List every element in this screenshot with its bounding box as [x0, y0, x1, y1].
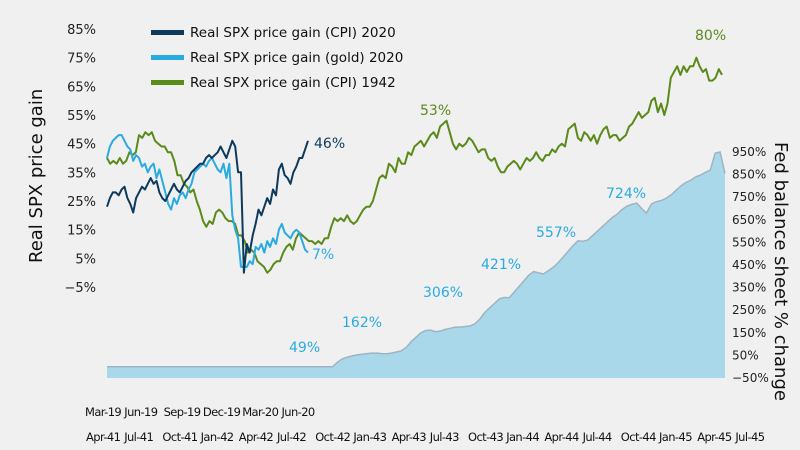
- x-axis-2020-ticks: Mar-19 Jun-19 Sep-19 Dec-19 Mar-20 Jun-20: [85, 405, 316, 419]
- fed-area-outline: [107, 151, 726, 368]
- right-tick-label: −50%: [732, 371, 769, 385]
- fed-annotation-557: 557%: [536, 225, 576, 241]
- legend-item-cpi-1942: Real SPX price gain (CPI) 1942: [151, 75, 396, 91]
- left-tick-label: 85%: [67, 23, 96, 38]
- fed-annotation-162: 162%: [342, 315, 382, 331]
- right-axis-title: Fed balance sheet % change: [770, 142, 791, 401]
- left-tick-label: 75%: [67, 52, 96, 67]
- fed-annotations: 49% 162% 306% 421% 557% 724%: [289, 186, 646, 356]
- right-axis-ticks: 950% 850% 750% 650% 550% 450% 350% 250% 150% 50% −…: [732, 145, 769, 385]
- x-tick-1942: Jan-43: [352, 430, 386, 444]
- legend: Real SPX price gain (CPI) 2020 Real SPX …: [151, 25, 403, 91]
- right-tick-label: 50%: [732, 348, 759, 362]
- x-tick-2020: Mar-20: [242, 405, 278, 419]
- x-tick-1942: Jan-45: [658, 430, 692, 444]
- right-tick-label: 850%: [732, 168, 766, 182]
- left-tick-label: −5%: [64, 281, 96, 296]
- x-tick-1942: Jul-44: [582, 430, 612, 444]
- left-tick-label: 15%: [67, 224, 96, 239]
- x-tick-1942: Apr-45: [697, 430, 732, 444]
- x-tick-2020: Sep-19: [164, 405, 201, 419]
- x-tick-1942: Apr-41: [86, 430, 121, 444]
- fed-annotation-306: 306%: [423, 285, 463, 301]
- x-tick-1942: Jul-43: [429, 430, 459, 444]
- right-tick-label: 950%: [732, 145, 766, 159]
- x-tick-1942: Oct-44: [621, 430, 656, 444]
- x-tick-2020: Jun-19: [123, 405, 157, 419]
- line-cpi-1942: [106, 56, 723, 274]
- x-tick-2020: Jun-20: [281, 405, 315, 419]
- legend-label-cpi-1942: Real SPX price gain (CPI) 1942: [190, 75, 396, 91]
- fed-annotation-49: 49%: [289, 340, 320, 356]
- legend-swatch-cpi-2020: [151, 30, 184, 35]
- left-tick-label: 65%: [67, 80, 96, 95]
- x-tick-1942: Jan-42: [200, 430, 234, 444]
- x-tick-1942: Jul-42: [276, 430, 306, 444]
- left-axis-title: Real SPX price gain: [26, 89, 47, 263]
- series-lines: [106, 56, 723, 274]
- end-label-gold-2020: 7%: [312, 247, 334, 263]
- right-tick-label: 650%: [732, 213, 766, 227]
- peak-label-53: 53%: [420, 103, 451, 119]
- x-axis-1942-ticks: Apr-41 Jul-41 Oct-41 Jan-42 Apr-42 Jul-42 Oct-…: [86, 430, 765, 444]
- legend-item-gold-2020: Real SPX price gain (gold) 2020: [151, 50, 403, 66]
- right-tick-label: 450%: [732, 258, 766, 272]
- right-tick-label: 250%: [732, 303, 766, 317]
- x-tick-1942: Jan-44: [505, 430, 539, 444]
- line-gold-2020: [106, 134, 309, 268]
- left-tick-label: 5%: [75, 252, 96, 267]
- fed-balance-sheet-area: [107, 151, 726, 378]
- x-tick-1942: Jul-41: [123, 430, 153, 444]
- left-tick-label: 35%: [67, 166, 96, 181]
- x-tick-1942: Oct-43: [468, 430, 503, 444]
- legend-label-cpi-2020: Real SPX price gain (CPI) 2020: [190, 25, 396, 41]
- x-tick-1942: Oct-41: [162, 430, 197, 444]
- line-cpi-2020: [106, 139, 309, 274]
- right-tick-label: 550%: [732, 235, 766, 249]
- left-tick-label: 25%: [67, 195, 96, 210]
- x-tick-2020: Mar-19: [85, 405, 121, 419]
- x-tick-1942: Apr-42: [239, 430, 274, 444]
- right-tick-label: 750%: [732, 190, 766, 204]
- legend-swatch-cpi-1942: [151, 80, 184, 85]
- left-tick-label: 55%: [67, 109, 96, 124]
- right-tick-label: 350%: [732, 281, 766, 295]
- fed-annotation-724: 724%: [606, 186, 646, 202]
- x-tick-1942: Apr-44: [544, 430, 579, 444]
- x-tick-1942: Apr-43: [392, 430, 427, 444]
- legend-swatch-gold-2020: [151, 55, 184, 60]
- legend-label-gold-2020: Real SPX price gain (gold) 2020: [190, 50, 403, 66]
- end-label-cpi-2020: 46%: [314, 136, 345, 152]
- fed-annotation-421: 421%: [481, 257, 521, 273]
- left-axis-ticks: 85% 75% 65% 55% 45% 35% 25% 15% 5% −5%: [64, 23, 96, 296]
- legend-item-cpi-2020: Real SPX price gain (CPI) 2020: [151, 25, 396, 41]
- fed-area-fill: [107, 152, 725, 378]
- x-tick-1942: Jul-45: [734, 430, 764, 444]
- x-tick-1942: Oct-42: [315, 430, 350, 444]
- left-tick-label: 45%: [67, 138, 96, 153]
- right-tick-label: 150%: [732, 326, 766, 340]
- x-tick-2020: Dec-19: [203, 405, 241, 419]
- peak-label-80: 80%: [695, 28, 726, 44]
